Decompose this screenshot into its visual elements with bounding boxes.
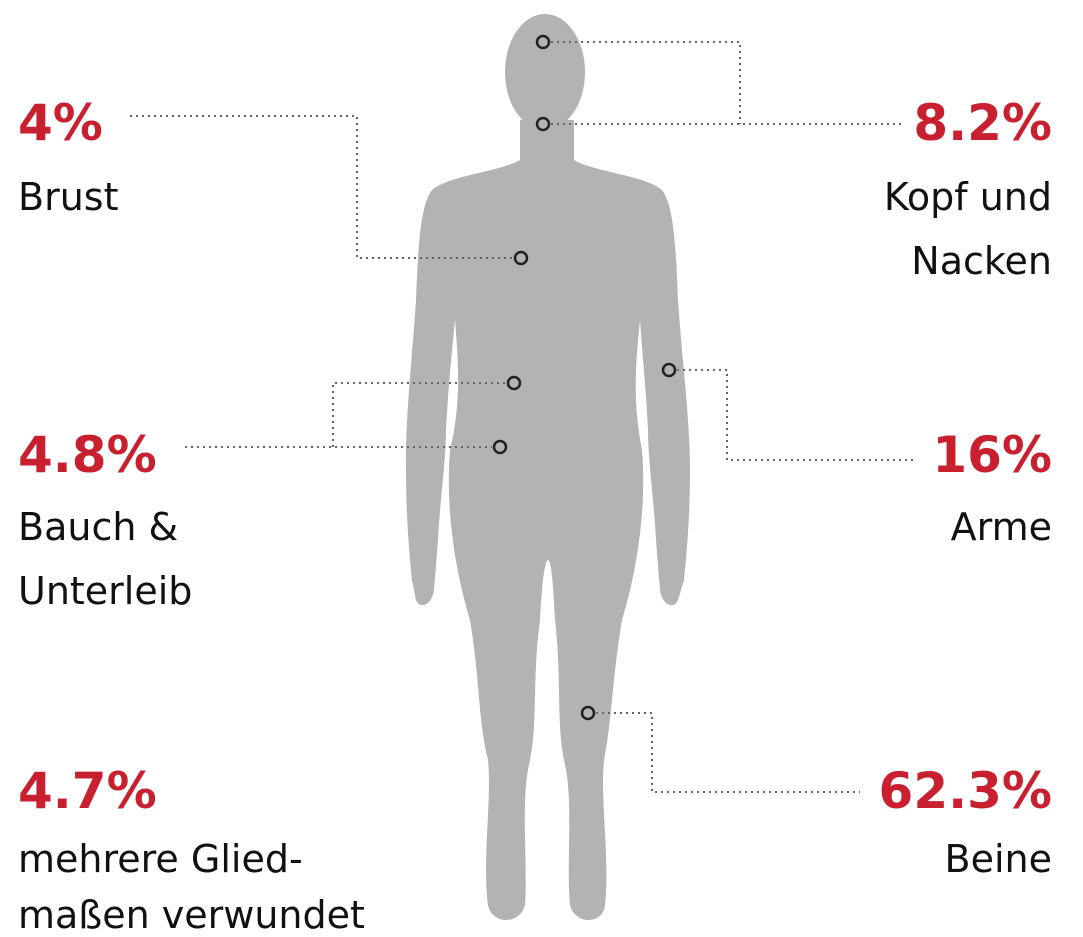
label: Arme: [951, 505, 1052, 549]
label: Nacken: [911, 239, 1052, 283]
infographic: 4% Brust 8.2% Kopf und Nacken 4.8% Bauch…: [0, 0, 1083, 937]
percent: 4.8%: [18, 426, 157, 484]
label: maßen verwundet: [18, 893, 365, 937]
body-silhouette: [406, 14, 690, 920]
percent: 4.7%: [18, 762, 157, 820]
label: Kopf und: [884, 175, 1052, 219]
label: Bauch &: [18, 505, 178, 549]
percent: 62.3%: [879, 762, 1052, 820]
label: Brust: [18, 175, 118, 219]
percent: 16%: [932, 426, 1052, 484]
percent: 8.2%: [913, 94, 1052, 152]
label: Unterleib: [18, 569, 192, 613]
percent: 4%: [18, 94, 103, 152]
label: mehrere Glied-: [18, 837, 303, 881]
label: Beine: [945, 837, 1052, 881]
